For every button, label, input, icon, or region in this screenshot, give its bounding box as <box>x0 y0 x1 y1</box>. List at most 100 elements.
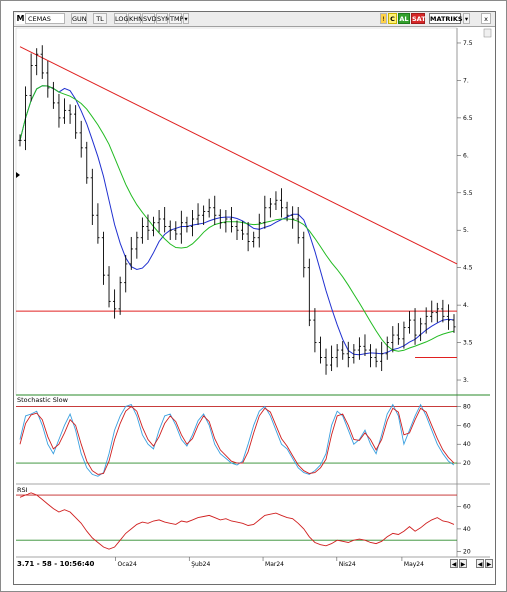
matriks-button[interactable]: MATRIKS <box>429 13 463 24</box>
price-bar <box>179 210 183 244</box>
alert-icon[interactable]: ! <box>380 13 387 24</box>
svd-button[interactable]: SVD <box>142 13 157 24</box>
sell-button[interactable]: SAT <box>411 13 426 24</box>
price-bar <box>235 220 239 240</box>
dropdown-arrow-icon[interactable]: ▾ <box>183 13 189 24</box>
price-bar <box>151 216 156 237</box>
scroll-left-icon[interactable]: ◀ <box>450 559 458 568</box>
price-bar <box>46 60 50 98</box>
price-tick-label: 6.5 <box>463 115 473 122</box>
price-bar <box>23 86 28 151</box>
price-bar <box>35 48 39 76</box>
price-bar <box>446 304 451 330</box>
khn-button[interactable]: KHN <box>128 13 144 24</box>
stochastic-tick-label: 40 <box>463 441 471 448</box>
price-bar <box>329 345 334 372</box>
zoom-out-icon[interactable]: ◀ <box>476 559 484 568</box>
chart-canvas[interactable]: 7.5 7. 6.5 6. 5.5 5. 4.5 4. 3.5 3. 80 60 40 20 60 40 2… <box>14 12 495 584</box>
price-bar <box>96 203 100 244</box>
tmp-button[interactable]: TMP <box>169 13 184 24</box>
log-button[interactable]: LOG <box>114 13 129 24</box>
price-tick-label: 5. <box>463 227 469 234</box>
price-bar <box>124 254 128 293</box>
price-bar <box>430 300 434 323</box>
price-bar <box>57 93 61 128</box>
price-bar <box>79 120 83 158</box>
close-icon[interactable]: x <box>481 13 491 24</box>
price-bar <box>374 348 378 368</box>
price-bar <box>335 344 339 368</box>
price-bar <box>313 308 317 353</box>
price-bar <box>74 105 78 139</box>
date-tick-label: Mar24 <box>265 561 284 568</box>
chevron-down-icon[interactable]: ▾ <box>463 13 470 24</box>
price-bar <box>296 207 300 244</box>
price-bar <box>324 348 328 375</box>
c-button[interactable]: C <box>388 13 397 24</box>
price-bar <box>174 221 178 240</box>
price-bar <box>396 323 400 345</box>
price-plot-area <box>15 27 458 396</box>
date-axis: Oca24 Şub24 Mar24 Nis24 May24 <box>115 557 424 568</box>
price-bar <box>68 104 72 124</box>
price-tick-label: 6. <box>463 152 469 159</box>
price-bar <box>112 289 117 319</box>
rsi-tick-label: 60 <box>463 503 471 510</box>
price-bar <box>90 168 94 225</box>
price-bar <box>185 216 189 233</box>
scroll-right-icon[interactable]: ▶ <box>459 559 467 568</box>
price-bar <box>140 217 145 244</box>
price-bar <box>129 236 133 270</box>
price-tick-label: 5.5 <box>463 190 473 197</box>
scroll-marker-icon <box>16 172 20 178</box>
rsi-tick-label: 20 <box>463 548 471 555</box>
price-bar <box>424 307 428 334</box>
sym-button[interactable]: SYM <box>156 13 171 24</box>
price-overlays <box>16 46 458 359</box>
currency-button[interactable]: TL <box>93 13 107 24</box>
price-bar <box>441 299 445 323</box>
buy-button[interactable]: AL <box>398 13 410 24</box>
date-tick-label: Şub24 <box>191 561 210 568</box>
date-tick-label: May24 <box>404 561 424 568</box>
price-bar <box>341 341 345 360</box>
rsi-label: RSI <box>17 486 28 494</box>
scroll-up-icon[interactable] <box>483 28 492 38</box>
price-bar <box>240 221 245 240</box>
price-bar <box>419 317 423 342</box>
price-bar <box>452 314 456 333</box>
stochastic-tick-label: 80 <box>463 403 471 410</box>
symbol-field[interactable]: CEMAS <box>25 13 65 24</box>
status-readout: 3.71 - 58 - 10:56:40 <box>17 560 95 568</box>
rsi-axis: 60 40 20 <box>457 503 471 555</box>
price-bar <box>302 231 306 278</box>
price-bar <box>246 221 250 252</box>
price-bar <box>352 344 356 364</box>
price-bar <box>357 337 362 360</box>
trendline[interactable] <box>19 46 458 265</box>
price-bar <box>407 311 412 334</box>
period-button[interactable]: GUN <box>71 13 87 24</box>
price-tick-label: 3. <box>463 377 469 384</box>
price-bar <box>229 207 234 233</box>
price-bar <box>224 210 228 233</box>
price-bar <box>307 258 311 327</box>
stochastic-lines <box>16 403 457 477</box>
price-bar <box>435 302 439 323</box>
price-bar <box>40 45 44 79</box>
price-bar <box>279 188 284 218</box>
price-bar <box>391 326 395 353</box>
price-axis: 7.5 7. 6.5 6. 5.5 5. 4.5 4. 3.5 3. <box>457 40 473 384</box>
price-tick-label: 7. <box>463 77 469 84</box>
zoom-in-icon[interactable]: ▶ <box>485 559 493 568</box>
price-tick-label: 3.5 <box>463 340 473 347</box>
price-bar <box>380 341 384 372</box>
price-bar <box>363 334 367 357</box>
price-bar <box>146 214 150 240</box>
price-bar <box>257 213 261 248</box>
price-tick-label: 7.5 <box>463 40 473 47</box>
date-tick-label: Nis24 <box>339 561 356 568</box>
stochastic-tick-label: 20 <box>463 460 471 467</box>
price-bar <box>218 209 222 229</box>
